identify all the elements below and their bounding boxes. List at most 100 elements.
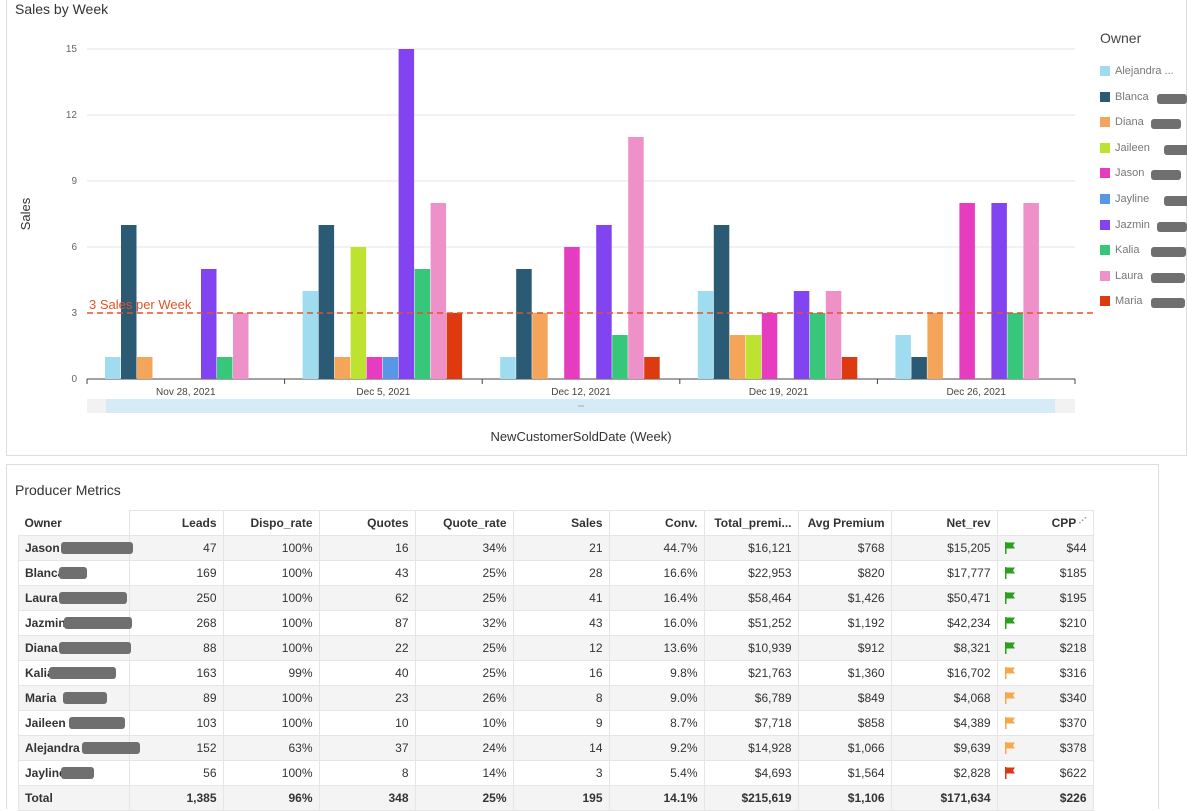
legend-item[interactable]: Jazmin <box>1100 219 1150 235</box>
table-cell: 21 <box>513 536 609 561</box>
table-title: Producer Metrics <box>15 482 121 498</box>
table-cell: $858 <box>798 711 891 736</box>
table-cell: 40 <box>319 661 415 686</box>
table-cell: $7,718 <box>704 711 798 736</box>
table-cell: $1,360 <box>798 661 891 686</box>
table-cell: $1,066 <box>798 736 891 761</box>
column-header[interactable]: Leads <box>129 511 223 536</box>
table-cell: $171,634 <box>891 786 997 811</box>
column-header[interactable]: Quote_rate <box>415 511 513 536</box>
table-cell: 13.6% <box>609 636 704 661</box>
legend-item[interactable]: Jayline <box>1100 193 1149 209</box>
table-cell: 25% <box>415 586 513 611</box>
redaction-mark <box>82 742 140 754</box>
column-header[interactable]: Conv. <box>609 511 704 536</box>
table-cell: 41 <box>513 586 609 611</box>
legend-item[interactable]: Diana <box>1100 116 1144 132</box>
bar-laura-0 <box>233 313 249 379</box>
column-header[interactable]: Quotes <box>319 511 415 536</box>
legend-label: Diana <box>1115 116 1144 128</box>
bar-maria-3 <box>842 357 858 379</box>
column-header[interactable]: Avg Premium <box>798 511 891 536</box>
owner-cell: Alejandra <box>19 736 130 761</box>
table-cell: $226 <box>997 786 1093 811</box>
legend-item[interactable]: Blanca <box>1100 91 1149 107</box>
bar-jayline-1 <box>383 357 399 379</box>
table-cell: 14% <box>415 761 513 786</box>
table-cell: 88 <box>129 636 223 661</box>
y-tick-label: 0 <box>71 374 77 385</box>
legend-item[interactable]: Laura <box>1100 270 1143 286</box>
table-cell: $4,068 <box>891 686 997 711</box>
column-header[interactable]: Owner <box>19 511 130 536</box>
bar-laura-3 <box>826 291 842 379</box>
table-cell: $50,471 <box>891 586 997 611</box>
table-cell: $22,953 <box>704 561 798 586</box>
table-cell: $820 <box>798 561 891 586</box>
table-cell: 163 <box>129 661 223 686</box>
table-cell: 8.7% <box>609 711 704 736</box>
table-cell: 100% <box>223 686 319 711</box>
owner-cell: Jaileen <box>19 711 130 736</box>
bar-blanca-4 <box>911 357 927 379</box>
bar-maria-2 <box>644 357 660 379</box>
bar-blanca-1 <box>319 225 335 379</box>
table-cell: 37 <box>319 736 415 761</box>
table-cell: 14.1% <box>609 786 704 811</box>
table-cell: 24% <box>415 736 513 761</box>
legend-item[interactable]: Maria <box>1100 295 1143 311</box>
table-cell: 16 <box>513 661 609 686</box>
redaction-mark <box>69 717 125 729</box>
legend-item[interactable]: Jason <box>1100 167 1144 183</box>
table-cell: 63% <box>223 736 319 761</box>
table-cell: $210 <box>997 611 1093 636</box>
bar-jason-1 <box>367 357 383 379</box>
bar-kalia-2 <box>612 335 628 379</box>
table-cell: 9.0% <box>609 686 704 711</box>
table-cell: 268 <box>129 611 223 636</box>
flag-icon <box>1004 717 1016 729</box>
legend-label: Jaileen <box>1115 142 1150 154</box>
resize-icon[interactable]: ⋰ <box>1076 516 1086 525</box>
table-cell: 25% <box>415 786 513 811</box>
reference-line-label: 3 Sales per Week <box>89 297 192 312</box>
flag-icon <box>1004 692 1016 704</box>
table-cell: $1,564 <box>798 761 891 786</box>
redaction-mark <box>1151 119 1181 129</box>
flag-icon <box>1004 642 1016 654</box>
redaction-mark <box>1151 170 1181 180</box>
legend-label: Jayline <box>1115 193 1149 205</box>
legend-item[interactable]: Jaileen <box>1100 142 1150 158</box>
table-cell: 43 <box>513 611 609 636</box>
legend-item[interactable]: Alejandra ... <box>1100 65 1174 81</box>
legend-item[interactable]: Kalia <box>1100 244 1139 260</box>
table-cell: 103 <box>129 711 223 736</box>
column-header[interactable]: Total_premi... <box>704 511 798 536</box>
column-header[interactable]: Sales <box>513 511 609 536</box>
column-header[interactable]: Net_rev <box>891 511 997 536</box>
owner-cell: Jazmin <box>19 611 130 636</box>
x-axis-label: NewCustomerSoldDate (Week) <box>490 429 671 444</box>
column-header[interactable]: Dispo_rate <box>223 511 319 536</box>
column-header[interactable]: CPP ⋰ <box>997 511 1093 536</box>
bar-diana-3 <box>730 335 746 379</box>
flag-icon <box>1004 567 1016 579</box>
table-cell: 1,385 <box>129 786 223 811</box>
table-cell: $10,939 <box>704 636 798 661</box>
bar-alejandra-1 <box>303 291 319 379</box>
legend-swatch <box>1100 143 1110 153</box>
legend-label: Laura <box>1115 270 1143 282</box>
